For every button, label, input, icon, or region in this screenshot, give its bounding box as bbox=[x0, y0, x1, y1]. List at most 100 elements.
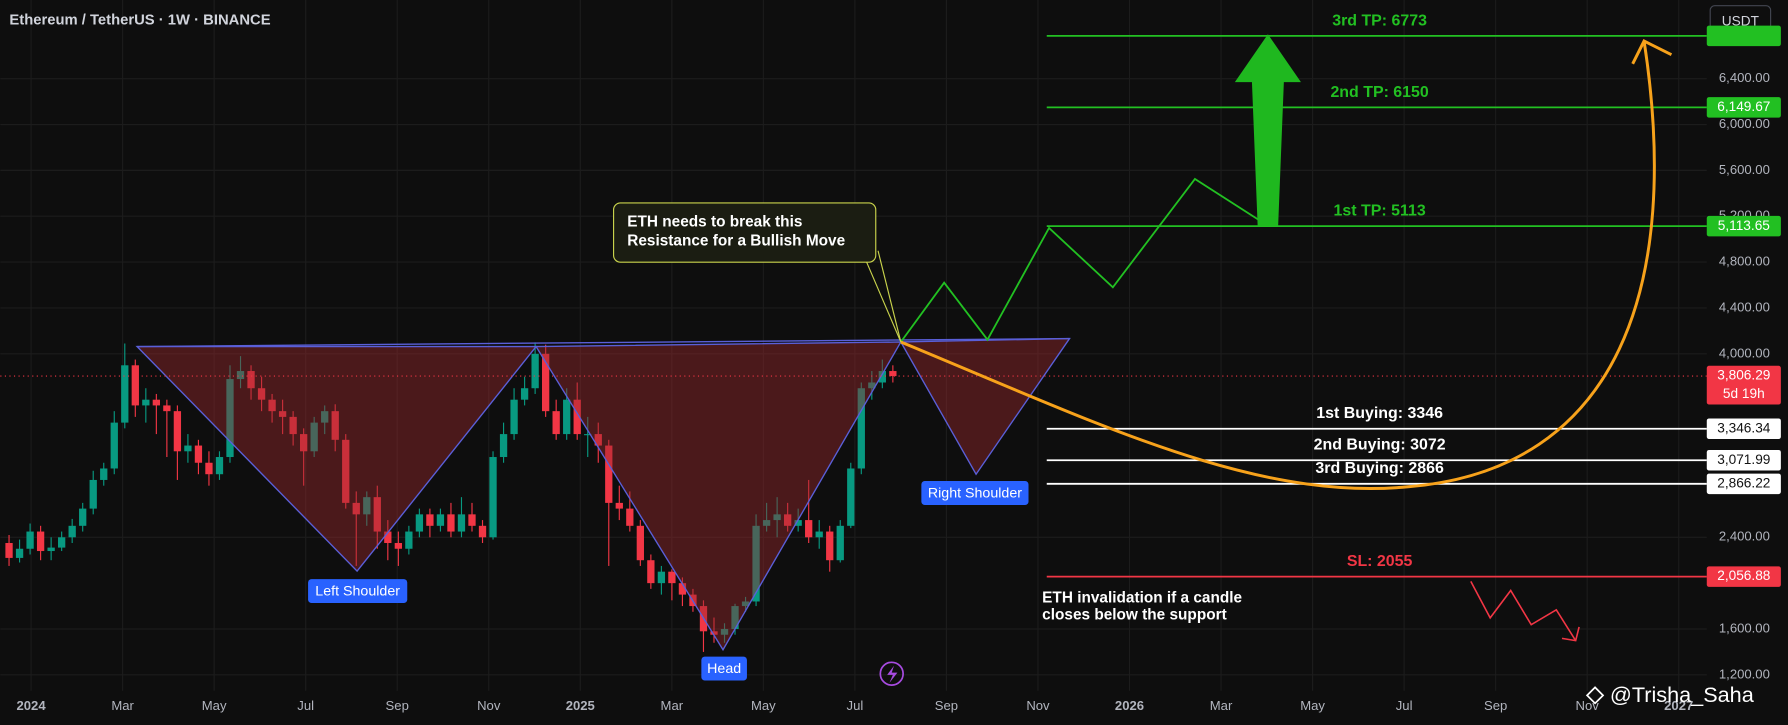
candle-body bbox=[741, 601, 750, 607]
candle-body bbox=[321, 411, 329, 423]
candle-body bbox=[205, 462, 213, 475]
candle-body bbox=[394, 543, 402, 549]
candle-body bbox=[215, 457, 224, 475]
y-tick-label: 4,800.00 bbox=[1719, 254, 1770, 269]
x-tick-label: 2026 bbox=[1115, 698, 1144, 713]
level-label: 2nd Buying: 3072 bbox=[1314, 437, 1446, 454]
candle-body bbox=[520, 388, 529, 400]
y-tick-label: 4,000.00 bbox=[1719, 345, 1770, 360]
candle-body bbox=[510, 399, 518, 435]
label-pill bbox=[701, 656, 747, 681]
candle-body bbox=[79, 508, 87, 526]
invalidation-text: ETH invalidation if a candle bbox=[1042, 590, 1242, 607]
left-shoulder-label: Left Shoulder bbox=[315, 583, 400, 599]
candle-body bbox=[15, 548, 24, 558]
x-tick-label: 2024 bbox=[16, 698, 46, 713]
candle-body bbox=[152, 399, 160, 406]
symbol-title: Ethereum / TetherUS · 1W · BINANCE bbox=[9, 12, 270, 28]
level-label: 3rd Buying: 2866 bbox=[1315, 460, 1444, 477]
candle-body bbox=[668, 571, 676, 584]
candle-body bbox=[815, 531, 823, 538]
price-badge bbox=[1706, 215, 1781, 237]
x-tick-label: Nov bbox=[477, 698, 501, 713]
event-icon bbox=[879, 661, 904, 686]
candle-body bbox=[615, 502, 623, 509]
candle-body bbox=[384, 531, 392, 544]
y-tick-label: 5,600.00 bbox=[1719, 162, 1770, 177]
candle-body bbox=[847, 468, 855, 526]
bearish-path bbox=[1470, 580, 1577, 642]
pattern bbox=[135, 337, 1071, 652]
candle-body bbox=[352, 502, 360, 515]
y-tick-label: 4,400.00 bbox=[1719, 299, 1770, 314]
y-tick-label: 2,400.00 bbox=[1719, 529, 1770, 544]
x-tick-label: Jul bbox=[297, 698, 314, 713]
x-tick-label: Mar bbox=[661, 698, 684, 713]
y-tick-label: 6,400.00 bbox=[1719, 70, 1770, 85]
candle-body bbox=[889, 371, 897, 377]
candle-body bbox=[236, 371, 245, 380]
candle-body bbox=[868, 382, 876, 389]
candle-body bbox=[142, 399, 150, 406]
candle-body bbox=[184, 445, 192, 452]
y-tick-label: 6,000.00 bbox=[1719, 116, 1770, 131]
callout-box bbox=[613, 202, 877, 263]
y-tick-label: 1,600.00 bbox=[1719, 620, 1770, 635]
candle-body bbox=[100, 468, 108, 480]
currency-button-label[interactable]: USDT bbox=[1722, 13, 1760, 28]
candle-body bbox=[499, 434, 508, 458]
level-label: 2nd TP: 6150 bbox=[1330, 84, 1428, 101]
candle-body bbox=[836, 525, 844, 561]
label-pill bbox=[921, 481, 1029, 505]
watermark-icon bbox=[1585, 686, 1605, 705]
orange-arrowhead bbox=[1631, 39, 1673, 65]
price-badge bbox=[1706, 25, 1781, 47]
price-badge-label: 3,346.34 bbox=[1717, 420, 1771, 435]
candle-body bbox=[173, 411, 182, 452]
candle-body bbox=[457, 514, 466, 532]
x-tick-label: 2027 bbox=[1664, 698, 1693, 713]
x-tick-label: Sep bbox=[935, 698, 958, 713]
candle-body bbox=[478, 525, 487, 538]
x-tick-label: Mar bbox=[1210, 698, 1233, 713]
price-badge-label: 2,866.22 bbox=[1717, 475, 1770, 490]
candle-body bbox=[773, 514, 781, 521]
candle-body bbox=[257, 388, 266, 400]
x-tick-label: Nov bbox=[1026, 698, 1050, 713]
candle-body bbox=[247, 371, 255, 389]
x-tick-label: Sep bbox=[386, 698, 409, 713]
candle-body bbox=[647, 560, 655, 584]
candle-body bbox=[636, 525, 644, 561]
candle-body bbox=[58, 537, 66, 548]
x-tick-label: Nov bbox=[1576, 698, 1600, 713]
bearish-arrowhead bbox=[1561, 626, 1580, 642]
candle-body bbox=[436, 514, 445, 526]
x-tick-label: May bbox=[1300, 698, 1325, 713]
candle-body bbox=[878, 371, 886, 383]
x-tick-label: 2025 bbox=[566, 698, 595, 713]
level-label: 3rd TP: 6773 bbox=[1332, 12, 1427, 29]
label-pill bbox=[308, 579, 408, 604]
callout-pointer bbox=[877, 250, 902, 343]
candle-body bbox=[373, 497, 381, 532]
head-label: Head bbox=[707, 661, 741, 677]
candle-body bbox=[563, 399, 571, 435]
candle-body bbox=[805, 520, 813, 538]
right-shoulder-triangle bbox=[899, 337, 1071, 476]
candle-body bbox=[163, 405, 171, 412]
candle-body bbox=[26, 531, 34, 549]
candle-body bbox=[268, 399, 276, 412]
candle-body bbox=[194, 445, 203, 463]
candle-body bbox=[89, 479, 97, 509]
candle-body bbox=[584, 434, 592, 436]
callout-text: Resistance for a Bullish Move bbox=[627, 233, 845, 250]
price-badge-label: 5,113.65 bbox=[1718, 218, 1771, 233]
watermark: @Trisha_Saha bbox=[1610, 682, 1755, 707]
levels: 3rd TP: 6773 2nd TP: 6150 1st TP: 5113 1st … bbox=[0, 12, 1707, 578]
candle-body bbox=[278, 411, 287, 417]
candle-body bbox=[531, 353, 539, 389]
candle-body bbox=[857, 388, 865, 469]
right-shoulder-label: Right Shoulder bbox=[928, 485, 1022, 501]
